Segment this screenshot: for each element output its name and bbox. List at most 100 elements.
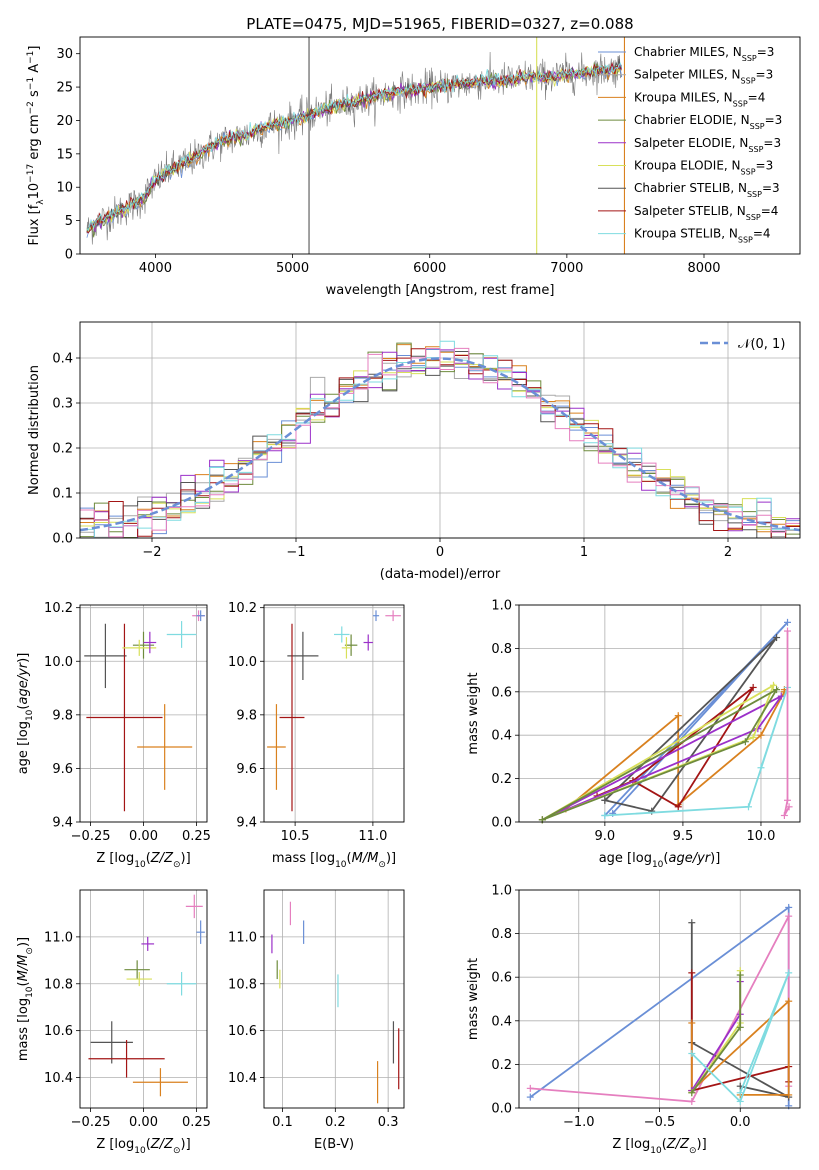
- y-tick-label: 0.8: [491, 642, 512, 657]
- series-marker: [688, 1089, 696, 1097]
- y-tick-label: 0.1: [52, 487, 73, 502]
- axes-frame-mass_weight_vs_Z: [518, 889, 801, 1109]
- y-tick-label: 20: [56, 114, 73, 129]
- x-tick-label: 0.2: [325, 1115, 346, 1130]
- errorbar-point: [122, 639, 157, 656]
- series-marker: [785, 969, 793, 977]
- legend-entry: Salpeter STELIB, NSSP=4: [634, 204, 778, 222]
- spectrum-model-line: [86, 64, 623, 238]
- x-tick-label: −2: [142, 545, 161, 560]
- axes-frame-age_vs_mass: [263, 604, 405, 823]
- series-marker: [526, 1093, 534, 1101]
- series-marker: [688, 1097, 696, 1105]
- series-marker: [744, 803, 752, 811]
- series-marker: [674, 712, 682, 720]
- y-tick-label: 0.4: [491, 729, 512, 744]
- x-tick-label: −1: [286, 545, 305, 560]
- axes-frame-spectrum: [79, 36, 801, 255]
- series-marker: [674, 803, 682, 811]
- y-axis-label: mass weight: [466, 958, 481, 1040]
- histogram-step-line: [80, 347, 800, 538]
- series-marker: [773, 634, 781, 642]
- x-tick-label: −0.25: [71, 829, 111, 844]
- x-axis-label: age [log10(age/yr)]: [599, 851, 721, 870]
- x-tick-label: 1: [580, 545, 588, 560]
- axes-frame-residual_histogram: [79, 321, 801, 539]
- series-marker: [757, 731, 765, 739]
- series-marker: [777, 692, 785, 700]
- x-tick-label: 8000: [687, 261, 720, 276]
- x-tick-label: 7000: [550, 261, 583, 276]
- y-tick-label: 5: [65, 214, 73, 229]
- y-tick-label: 0.0: [52, 532, 73, 547]
- x-tick-label: 9.5: [673, 829, 694, 844]
- axes-frame-mass_vs_Z: [79, 889, 208, 1109]
- y-tick-label: 10.6: [44, 1024, 73, 1039]
- x-tick-label: 5000: [276, 261, 309, 276]
- y-tick-label: 10.4: [44, 1071, 73, 1086]
- axes-age_vs_Z: −0.25 0.00 0.25 9.4 9.6 9.8 10.0 10.2: [44, 601, 211, 844]
- axes-mass_weight_vs_Z: −1.0 −0.5 0.0 0.0 0.2 0.4 0.6 0.8 1.0: [491, 884, 800, 1130]
- legend-entry: Salpeter MILES, NSSP=3: [634, 68, 773, 86]
- x-axis-label: Z [log10(Z/Z⊙)]: [96, 1137, 190, 1156]
- x-tick-label: 0.00: [129, 829, 158, 844]
- axes-frame-mass_vs_EBV: [263, 889, 405, 1109]
- y-tick-label: 1.0: [491, 599, 512, 614]
- axes-mass_vs_Z: −0.25 0.00 0.25 10.4 10.6 10.8 11.0: [44, 890, 211, 1130]
- y-tick-label: 0.3: [52, 397, 73, 412]
- y-tick-label: 0.2: [52, 442, 73, 457]
- y-tick-label: 0.6: [491, 685, 512, 700]
- series-marker: [784, 627, 792, 635]
- mass-weight-series-line: [541, 687, 780, 821]
- errorbar-point: [124, 960, 150, 980]
- y-tick-label: 11.0: [228, 930, 257, 945]
- errorbar-point: [86, 623, 163, 812]
- y-axis-label: mass weight: [466, 672, 481, 754]
- errorbar-point: [279, 623, 305, 812]
- x-tick-label: 6000: [413, 261, 446, 276]
- y-tick-label: 10.8: [228, 977, 257, 992]
- mass-weight-series-line: [604, 687, 789, 817]
- series-marker: [749, 683, 757, 691]
- y-tick-label: 0.4: [52, 352, 73, 367]
- series-marker: [736, 1089, 744, 1097]
- errorbar-point: [363, 634, 373, 651]
- spectrum-legend: Chabrier MILES, NSSP=3 Salpeter MILES, NS…: [598, 45, 782, 244]
- y-axis-label: mass [log10(M/M⊙)]: [16, 937, 35, 1061]
- x-tick-label: 0.1: [272, 1115, 293, 1130]
- y-tick-label: 10.0: [44, 655, 73, 670]
- errorbar-point: [126, 972, 152, 987]
- y-tick-label: 1.0: [491, 884, 512, 899]
- y-tick-label: 9.4: [236, 816, 257, 831]
- errorbar-point: [267, 704, 286, 790]
- x-tick-label: 10.5: [281, 829, 310, 844]
- y-axis-label: Normed distribution: [27, 365, 42, 495]
- axes-mass_vs_EBV: 0.1 0.2 0.3 10.4 10.6 10.8 11.0: [228, 890, 404, 1130]
- y-tick-label: 0.6: [491, 971, 512, 986]
- legend-entry: Chabrier STELIB, NSSP=3: [634, 181, 780, 199]
- series-marker: [757, 764, 765, 772]
- errorbar-point: [132, 1068, 188, 1097]
- series-marker: [688, 1050, 696, 1057]
- errorbar-point: [90, 1021, 133, 1064]
- errorbar-point: [341, 637, 352, 659]
- y-tick-label: 10.0: [228, 655, 257, 670]
- spectrum-model-line: [86, 65, 623, 233]
- x-axis-label: (data-model)/error: [380, 567, 501, 582]
- x-tick-label: 0.25: [182, 1115, 211, 1130]
- y-tick-label: 10.6: [228, 1024, 257, 1039]
- series-marker: [526, 1084, 534, 1092]
- series-marker: [785, 997, 793, 1005]
- errorbar-point: [196, 610, 205, 622]
- x-tick-label: −0.25: [71, 1115, 111, 1130]
- y-tick-label: 10.8: [44, 977, 73, 992]
- x-axis-label: Z [log10(Z/Z⊙)]: [612, 1137, 706, 1156]
- x-tick-label: 4000: [139, 261, 172, 276]
- errorbar-point: [196, 920, 205, 944]
- series-marker: [785, 1091, 793, 1099]
- x-tick-label: −1.0: [563, 1115, 595, 1130]
- x-tick-label: 9.0: [595, 829, 616, 844]
- errorbar-point: [84, 623, 127, 689]
- series-marker: [780, 811, 788, 819]
- x-tick-label: 0.3: [378, 1115, 399, 1130]
